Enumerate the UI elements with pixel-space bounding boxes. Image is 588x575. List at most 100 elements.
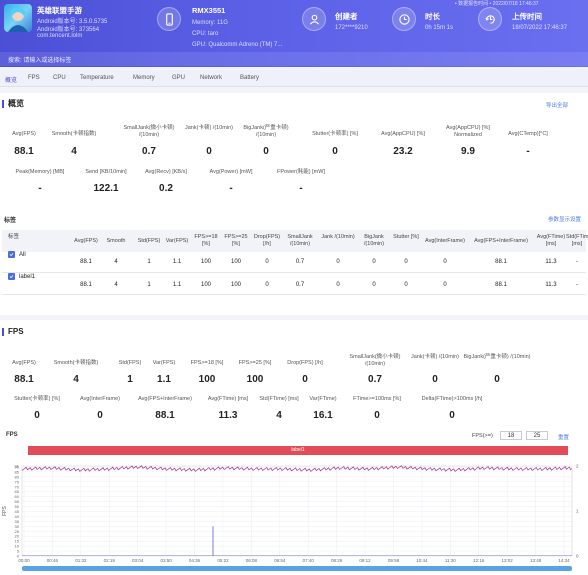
x-tick-label: 06:54 [274, 558, 286, 563]
duration-label: 时长 [425, 12, 440, 21]
labels-title: 标签 [4, 218, 17, 224]
metric-label: Avg(AppCPU) [%] [381, 131, 425, 137]
x-tick-label: 03:04 [132, 558, 144, 563]
android-code: Android版本号: 373564 [37, 27, 100, 33]
col-header: Smooth [106, 238, 126, 244]
col-header: Avg(InterFrame) [425, 238, 465, 244]
phone-icon [157, 7, 181, 31]
tab-gpu[interactable]: GPU [172, 75, 186, 81]
device-gpu: GPU: Qualcomm Adreno (TM) 7... [192, 42, 283, 48]
tab-network[interactable]: Network [200, 75, 223, 81]
metric-label: Avg(Recv) [KB/s] [145, 169, 187, 175]
export-all-link[interactable]: 导出全部 [546, 103, 569, 109]
y-tick-label: 50 [15, 504, 20, 509]
metric-value: - [299, 183, 303, 194]
x-tick-label: 04:36 [189, 558, 201, 563]
tab-cpu[interactable]: CPU [53, 75, 66, 81]
overview-panel: 概览 导出全部 Avg(FPS) 88.1 Smooth(卡顿指数) 4 Sma… [0, 93, 588, 315]
fps-series-line [21, 465, 573, 472]
x-tick-label: 13:48 [530, 558, 542, 563]
fps-metric-value: 0 [494, 374, 500, 385]
x-tick-label: 03:50 [160, 558, 172, 563]
table-cell: 88.1 [80, 282, 92, 288]
col-header: Stutter [%] [393, 234, 419, 240]
right-y-tick-label: 0 [576, 554, 579, 559]
report-time-note: • 数据报告时间 • 2022/07/18 17:46:37 [455, 1, 539, 7]
table-cell: 0 [265, 259, 269, 265]
metric-value: - [38, 183, 42, 194]
metric-value: 4 [71, 146, 77, 157]
metric-label: Avg(FPS) [12, 131, 36, 137]
reset-link[interactable]: 重置 [558, 435, 570, 441]
clock-icon [392, 7, 416, 31]
labels-table-header [2, 230, 586, 252]
fps-metric-label: Avg(FPS) [12, 360, 36, 366]
table-cell: 0 [372, 282, 376, 288]
x-tick-label: 00:00 [18, 558, 30, 563]
fps-metric-value: 11.3 [218, 410, 238, 421]
y-axis-label: FPS [2, 505, 8, 515]
metric-label: Stutter(卡顿率) [%] [312, 131, 358, 137]
chart-scrollbar[interactable] [22, 566, 572, 571]
tab-fps[interactable]: FPS [28, 75, 40, 81]
row-name: All [19, 252, 26, 258]
table-cell: 0 [404, 282, 408, 288]
metric-value: 0 [263, 146, 269, 157]
y-tick-label: 85 [15, 469, 20, 474]
table-cell: 4 [114, 282, 118, 288]
search-input[interactable]: 搜索: 请输入或选择标签 [0, 52, 588, 66]
metric-value: 0 [332, 146, 338, 157]
metric-label: Peak(Memory) [MB] [15, 169, 65, 175]
fps-chart-label: FPS [6, 432, 18, 438]
fps-metric-value: 0 [34, 410, 40, 421]
tab-battery[interactable]: Battery [240, 75, 260, 81]
fps-metric-value: 88.1 [155, 410, 175, 421]
app-name: 英雄联盟手游 [37, 6, 82, 15]
tab-memory[interactable]: Memory [133, 75, 155, 81]
y-tick-label: 45 [15, 509, 20, 514]
y-tick-label: 91 [15, 464, 20, 469]
x-tick-label: 12:16 [473, 558, 485, 563]
metric-value: - [526, 146, 530, 157]
fps-metric-label: SmallJank(微小卡顿) /(10min) [349, 354, 401, 367]
fps-metric-value: 4 [276, 410, 282, 421]
param-display-link[interactable]: 参数显示设置 [548, 217, 582, 223]
device-name: RMX3551 [192, 6, 226, 15]
table-cell: 88.1 [495, 259, 507, 265]
metric-value: 9.9 [461, 146, 475, 157]
game-avatar [4, 4, 32, 32]
metric-value: 0.7 [142, 146, 156, 157]
x-tick-label: 13:02 [502, 558, 514, 563]
tab-overview[interactable]: 概览 [5, 78, 18, 84]
table-cell: 1.1 [172, 259, 182, 265]
table-cell: 1.1 [172, 282, 182, 288]
row-name: label1 [19, 274, 36, 280]
row-checkbox-all[interactable] [8, 251, 15, 258]
threshold-input-18[interactable]: 18 [500, 431, 522, 440]
fps-metric-value: 0 [374, 410, 380, 421]
col-header: Jank /(10min) [321, 234, 355, 240]
tab-temperature[interactable]: Temperature [80, 75, 114, 81]
device-cpu: CPU: taro [192, 31, 219, 37]
metric-label: Jank(卡顿) /(10min) [185, 125, 233, 131]
x-tick-label: 00:46 [47, 558, 59, 563]
table-cell: 88.1 [495, 282, 507, 288]
legend-label1[interactable]: label1 [28, 446, 568, 455]
threshold-input-25[interactable]: 25 [526, 431, 548, 440]
android-version: Android版本号: 3.5.0.5735 [37, 19, 108, 25]
metric-value: 0 [206, 146, 212, 157]
metric-label: BigJank(严重卡顿) /(10min) [243, 125, 289, 138]
col-header: Avg(FPS+InterFrame) [474, 238, 528, 244]
fps-metric-label: BigJank(严重卡顿) /(10min) [463, 354, 531, 360]
fps-metric-label: Jank(卡顿) /(10min) [411, 354, 459, 360]
fps-metric-label: Avg(FTime) [ms] [207, 396, 249, 402]
row-checkbox-label1[interactable] [8, 273, 15, 280]
x-tick-label: 09:12 [359, 558, 371, 563]
table-cell: 1 [147, 282, 151, 288]
fps-line-chart: 0510152025303540455055606570758085909100… [2, 464, 579, 564]
table-cell: 100 [230, 282, 241, 288]
device-memory: Memory: 11G [192, 20, 228, 26]
y-tick-label: 10 [15, 544, 20, 549]
x-tick-label: 01:32 [75, 558, 87, 563]
table-cell: 0 [372, 259, 376, 265]
